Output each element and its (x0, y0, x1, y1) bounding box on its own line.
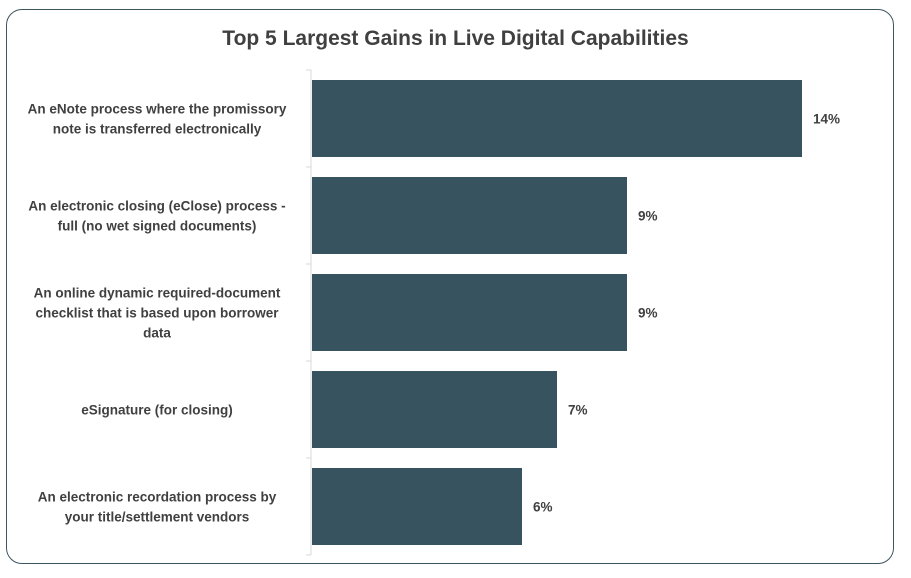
category-label: An electronic recordation process by your… (38, 490, 277, 525)
bar (312, 371, 557, 448)
data-label: 7% (568, 403, 588, 418)
category-label-line: An online dynamic required-document (34, 286, 281, 301)
category-label-line: checklist that is based upon borrower (35, 306, 279, 321)
category-label-line: your title/settlement vendors (65, 510, 250, 525)
category-label: eSignature (for closing) (81, 403, 233, 418)
bar (312, 80, 802, 157)
category-label: An online dynamic required-document check… (34, 286, 281, 341)
data-label: 9% (638, 209, 658, 224)
category-label-line: An eNote process where the promissory (28, 102, 287, 117)
bar (312, 274, 627, 351)
bar (312, 468, 522, 545)
data-label: 9% (638, 306, 658, 321)
category-label-line: note is transferred electronically (53, 122, 262, 137)
category-label-line: An electronic closing (eClose) process - (28, 199, 285, 214)
category-label-line: full (no wet signed documents) (58, 219, 257, 234)
category-label-line: An electronic recordation process by (38, 490, 277, 505)
category-label-line: data (143, 326, 171, 341)
bar (312, 177, 627, 254)
category-label-line: eSignature (for closing) (81, 403, 233, 418)
chart-title: Top 5 Largest Gains in Live Digital Capa… (222, 27, 689, 50)
data-label: 14% (813, 112, 840, 127)
category-label: An eNote process where the promissory not… (28, 102, 287, 137)
category-label: An electronic closing (eClose) process -… (28, 199, 285, 234)
data-label: 6% (533, 500, 553, 515)
